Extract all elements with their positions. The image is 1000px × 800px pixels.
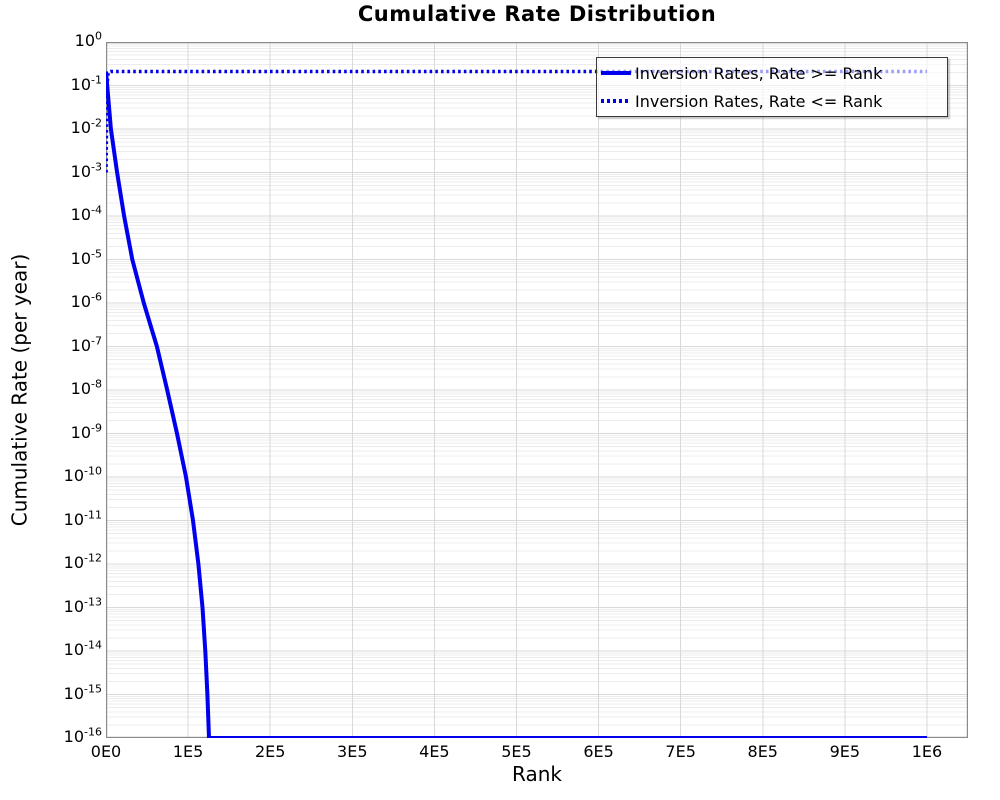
legend-label-rate-le-rank: Inversion Rates, Rate <= Rank <box>635 91 883 111</box>
y-tick-label: 10-16 <box>63 725 102 746</box>
y-tick-label: 10-14 <box>63 638 102 659</box>
x-tick-label: 0E0 <box>90 742 122 761</box>
x-tick-label: 3E5 <box>337 742 368 761</box>
y-tick-label: 10-6 <box>70 290 102 311</box>
y-tick-label: 10-8 <box>70 377 102 398</box>
y-tick-label: 10-13 <box>63 595 102 616</box>
legend: Inversion Rates, Rate >= Rank Inversion … <box>596 57 948 117</box>
chart-title: Cumulative Rate Distribution <box>357 2 717 26</box>
x-tick-label: 6E5 <box>583 742 614 761</box>
x-tick-label: 2E5 <box>254 742 286 761</box>
x-tick-label: 8E5 <box>747 742 778 761</box>
y-tick-label: 10-10 <box>63 464 102 485</box>
x-tick-label: 1E5 <box>172 742 204 761</box>
legend-label-rate-ge-rank: Inversion Rates, Rate >= Rank <box>635 63 883 83</box>
x-axis-label: Rank <box>512 762 562 786</box>
y-tick-label: 10-2 <box>70 116 102 137</box>
minor-gridlines <box>106 43 968 726</box>
y-tick-label: 10-1 <box>70 73 102 94</box>
major-gridlines <box>106 42 968 738</box>
x-tick-label: 5E5 <box>501 742 532 761</box>
y-tick-label: 10-15 <box>63 682 102 703</box>
y-tick-label: 10-7 <box>70 334 102 355</box>
y-tick-label: 10-4 <box>70 203 102 224</box>
y-tick-label: 10-12 <box>63 551 102 572</box>
y-tick-label: 10-5 <box>70 247 102 268</box>
series-line-rate-ge-rank <box>106 71 927 738</box>
x-tick-label: 4E5 <box>419 742 450 761</box>
dotted-line-swatch <box>601 99 631 103</box>
y-tick-label: 10-9 <box>70 421 102 442</box>
y-tick-label: 10-3 <box>70 160 102 181</box>
y-tick-label: 100 <box>74 29 102 50</box>
x-tick-label: 9E5 <box>829 742 861 761</box>
legend-item-rate-ge-rank: Inversion Rates, Rate >= Rank <box>601 59 941 87</box>
x-tick-label: 1E6 <box>911 742 943 761</box>
series-line-rate-le-rank <box>106 69 927 173</box>
y-tick-label: 10-11 <box>63 508 102 529</box>
solid-line-swatch <box>601 71 631 75</box>
x-tick-label: 7E5 <box>665 742 696 761</box>
legend-item-rate-le-rank: Inversion Rates, Rate <= Rank <box>601 87 941 115</box>
plot-area <box>106 42 968 738</box>
y-axis-label: Cumulative Rate (per year) <box>7 253 31 527</box>
